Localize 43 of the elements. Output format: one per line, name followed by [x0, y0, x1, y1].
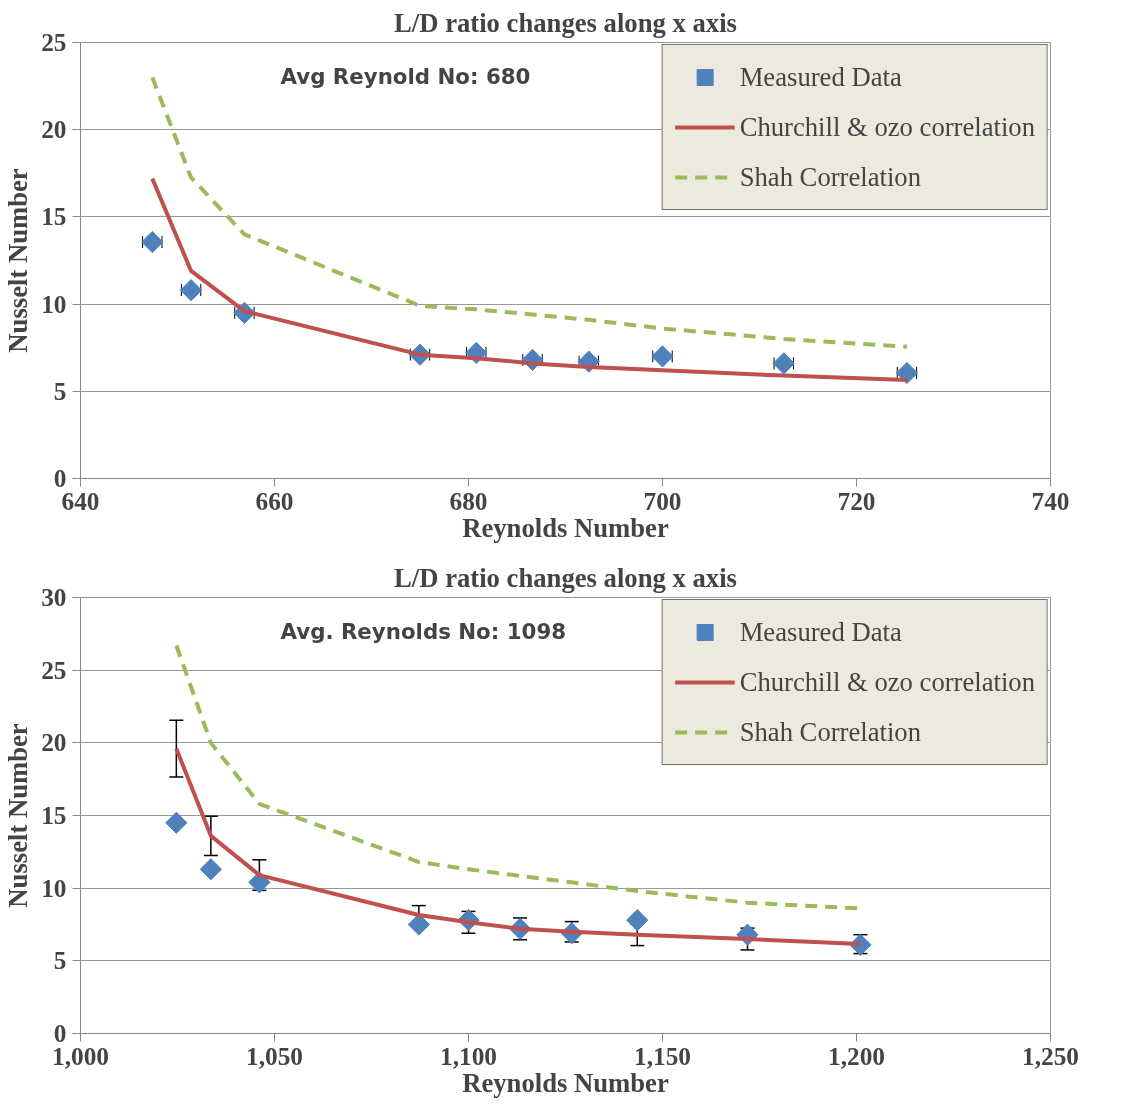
y-tick-label: 10 [41, 289, 67, 318]
y-tick-label: 10 [41, 873, 67, 902]
legend-label: Measured Data [739, 61, 902, 93]
x-axis-title: Reynolds Number [462, 512, 669, 543]
x-tick-label: 1,100 [440, 1041, 498, 1070]
x-tick-label: 1,200 [828, 1041, 886, 1070]
x-tick-label: 1,250 [1022, 1041, 1080, 1070]
point [165, 811, 188, 834]
legend-label: Churchill & ozo correlation [739, 666, 1035, 698]
legend-label: Shah Correlation [739, 161, 922, 193]
point [895, 361, 919, 385]
point [407, 913, 430, 936]
y-tick-label: 20 [41, 115, 67, 144]
point [626, 909, 649, 932]
x-tick-label: 680 [449, 486, 488, 515]
y-axis-title: Nusselt Number [3, 723, 34, 908]
legend-label: Shah Correlation [739, 716, 922, 748]
point [141, 230, 164, 254]
point [179, 279, 203, 302]
x-tick-label: 700 [643, 486, 682, 515]
legend-label: Measured Data [739, 616, 902, 648]
y-tick-label: 25 [41, 655, 67, 684]
point [651, 345, 674, 368]
chart-title: L/D ratio changes along x axis [394, 7, 737, 38]
y-tick-label: 30 [41, 583, 67, 611]
y-tick-label: 15 [41, 801, 67, 829]
annotation: Avg. Reynolds No: 1098 [280, 618, 567, 644]
legend-label: Churchill & ozo correlation [739, 111, 1035, 143]
y-tick-label: 15 [41, 202, 67, 231]
y-tick-label: 5 [53, 946, 67, 975]
y-tick-label: 20 [41, 728, 67, 757]
y-tick-label: 25 [41, 28, 67, 56]
x-tick-label: 1,150 [634, 1041, 692, 1070]
point [772, 352, 795, 375]
x-tick-label: 1,050 [246, 1041, 304, 1070]
point [199, 858, 222, 881]
y-tick-label: 5 [53, 376, 67, 405]
x-tick-label: 740 [1031, 486, 1070, 515]
x-tick-label: 660 [255, 486, 294, 515]
chart-title: L/D ratio changes along x axis [394, 562, 737, 593]
annotation: Avg Reynold No: 680 [280, 63, 531, 89]
x-tick-label: 720 [837, 486, 876, 515]
y-axis-title: Nusselt Number [3, 168, 34, 353]
